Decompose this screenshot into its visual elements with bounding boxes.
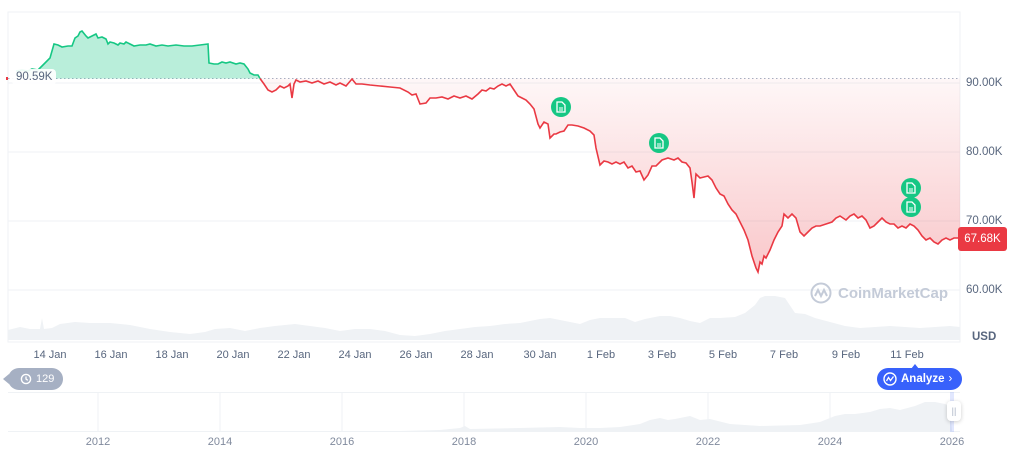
price-chart[interactable] [0, 0, 1024, 345]
x-tick: 28 Jan [460, 349, 494, 361]
y-tick-60k: 60.00K [966, 284, 1003, 296]
range-navigator[interactable] [0, 390, 1024, 434]
news-marker[interactable] [649, 133, 669, 153]
price-chart-svg [6, 11, 961, 343]
x-tick: 9 Feb [831, 349, 861, 361]
document-icon [556, 101, 566, 113]
chevron-right-icon: › [948, 373, 953, 385]
navigator-year: 2020 [573, 436, 599, 448]
x-tick: 14 Jan [33, 349, 67, 361]
currency-label: USD [972, 331, 997, 343]
x-tick: 1 Feb [586, 349, 616, 361]
navigator-year: 2022 [695, 436, 721, 448]
navigator-svg [8, 392, 960, 432]
x-tick: 30 Jan [523, 349, 557, 361]
analyze-button[interactable]: Analyze › [877, 364, 963, 390]
history-clock-icon [20, 373, 32, 385]
price-above-fill [16, 31, 260, 79]
reference-marker [6, 77, 8, 80]
news-marker[interactable] [551, 97, 571, 117]
navigator-year: 2024 [817, 436, 843, 448]
reference-price-badge: 90.59K [12, 69, 57, 85]
price-below-fill [260, 78, 960, 272]
navigator-year: 2012 [85, 436, 111, 448]
navigator-year: 2016 [329, 436, 355, 448]
document-icon [654, 137, 664, 149]
price-line-up [15, 29, 261, 79]
news-marker[interactable] [901, 197, 921, 217]
navigator-history-area [400, 402, 952, 431]
x-tick: 24 Jan [338, 349, 372, 361]
history-badge[interactable]: 129 [2, 368, 64, 390]
x-tick: 16 Jan [94, 349, 128, 361]
x-tick: 5 Feb [708, 349, 738, 361]
navigator-year: 2018 [451, 436, 477, 448]
x-tick: 18 Jan [155, 349, 189, 361]
document-icon [906, 201, 916, 213]
y-tick-80k: 80.00K [966, 146, 1003, 158]
y-tick-70k: 70.00K [966, 215, 1003, 227]
navigator-year: 2026 [939, 436, 965, 448]
current-price-badge: 67.68K [958, 227, 1007, 251]
x-tick: 26 Jan [399, 349, 433, 361]
history-count: 129 [36, 373, 55, 385]
x-tick: 11 Feb [890, 349, 924, 361]
x-tick: 7 Feb [769, 349, 799, 361]
cmc-logo-icon [810, 282, 832, 304]
watermark-text: CoinMarketCap [838, 284, 949, 302]
navigator-year: 2014 [207, 436, 233, 448]
x-tick: 22 Jan [277, 349, 311, 361]
volume-area [8, 296, 960, 340]
coinmarketcap-watermark: CoinMarketCap [810, 282, 948, 304]
analyze-chart-icon [883, 372, 897, 386]
price-line-down [259, 77, 961, 275]
x-tick: 20 Jan [216, 349, 250, 361]
news-marker[interactable] [901, 178, 921, 198]
document-icon [906, 182, 916, 194]
x-tick: 3 Feb [647, 349, 677, 361]
y-tick-90k: 90.00K [966, 77, 1003, 89]
navigator-handle[interactable]: || [947, 401, 961, 421]
analyze-label: Analyze [901, 373, 945, 385]
